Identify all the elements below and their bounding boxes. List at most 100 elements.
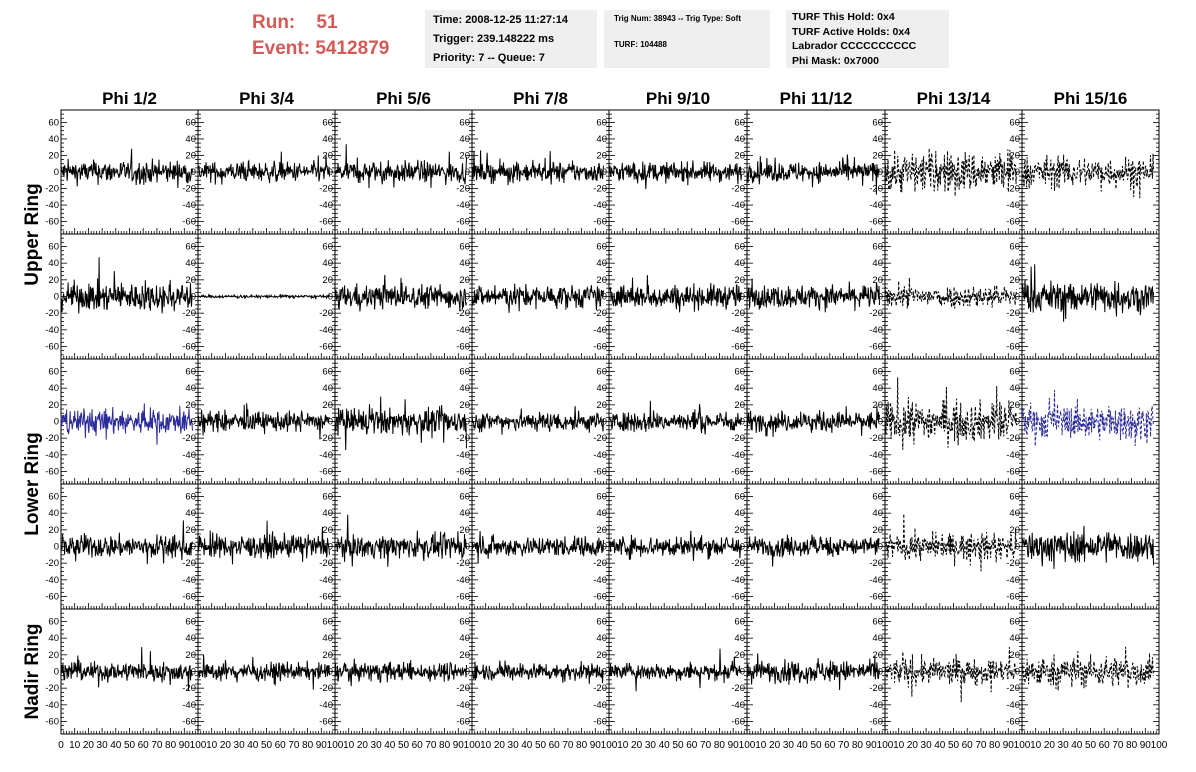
y-tick-label: -40	[593, 700, 607, 711]
turf-active-holds-text: TURF Active Holds: 0x4	[792, 25, 911, 38]
x-tick-label: 90	[866, 740, 878, 751]
x-tick-label: 40	[1071, 740, 1083, 751]
y-tick-label: 40	[1009, 134, 1020, 145]
waveform-trace	[608, 530, 742, 561]
y-tick-label: 20	[459, 150, 470, 161]
waveform-panel: -60 -40 -20 0 20 40 60	[45, 483, 199, 610]
panel-frame	[1021, 233, 1160, 360]
y-tick-label: 20	[322, 275, 333, 286]
y-tick-label: -40	[731, 200, 745, 211]
y-tick-label: 40	[185, 508, 196, 519]
y-tick-label: -20	[731, 683, 745, 694]
y-tick-label: 60	[459, 492, 470, 503]
waveform-trace	[608, 648, 742, 692]
x-tick-label: 70	[425, 740, 437, 751]
y-tick-label: -20	[593, 433, 607, 444]
y-tick-label: -20	[319, 308, 333, 319]
y-tick-label: 40	[185, 633, 196, 644]
event-label: Event:	[252, 38, 311, 59]
x-tick-label: 40	[384, 740, 396, 751]
y-tick-label: -20	[319, 558, 333, 569]
y-tick-label: -60	[593, 717, 607, 728]
column-header: Phi 7/8	[513, 89, 568, 108]
turf-text: TURF: 104488	[614, 40, 667, 49]
y-tick-label: 0	[1015, 667, 1020, 678]
x-tick-label: 30	[97, 740, 109, 751]
x-tick-label: 100	[190, 740, 207, 751]
x-tick-label: 90	[1140, 740, 1152, 751]
y-tick-label: -60	[319, 717, 333, 728]
time-info-box: Time: 2008-12-25 11:27:14 Trigger: 239.1…	[425, 10, 597, 68]
y-tick-label: 0	[465, 417, 470, 428]
y-tick-label: 40	[185, 258, 196, 269]
y-tick-label: 60	[734, 492, 745, 503]
y-tick-label: 60	[734, 242, 745, 253]
y-tick-label: 60	[185, 242, 196, 253]
x-tick-label: 60	[824, 740, 836, 751]
waveform-panel: -60 -40 -20 0 20 40 60	[593, 358, 748, 485]
x-tick-label: 100	[877, 740, 894, 751]
x-tick-label: 80	[714, 740, 726, 751]
y-tick-label: 40	[734, 383, 745, 394]
y-tick-label: 40	[322, 258, 333, 269]
y-tick-label: 60	[459, 117, 470, 128]
waveform-panel: -60 -40 -20 0 20 40 60	[319, 233, 473, 360]
y-tick-label: -60	[182, 717, 196, 728]
waveform-trace	[334, 396, 467, 451]
y-tick-label: 40	[1009, 258, 1020, 269]
x-tick-label: 10	[69, 740, 81, 751]
y-tick-label: 40	[459, 633, 470, 644]
y-tick-label: 20	[48, 650, 59, 661]
y-tick-label: 20	[322, 525, 333, 536]
x-tick-label: 80	[576, 740, 588, 751]
y-tick-label: 20	[185, 150, 196, 161]
y-tick-label: 60	[596, 617, 607, 628]
waveform-panel: -60 -40 -20 0 20 40 60	[731, 109, 886, 235]
y-tick-label: 20	[596, 275, 607, 286]
waveform-panel: -60 -40 -20 0 20 40 60	[182, 109, 336, 235]
labrador-text: Labrador CCCCCCCCCC	[792, 40, 917, 52]
y-tick-label: 20	[734, 400, 745, 411]
y-tick-label: -20	[593, 683, 607, 694]
y-tick-label: 0	[602, 542, 607, 553]
waveform-trace	[471, 150, 604, 186]
y-tick-label: 20	[322, 150, 333, 161]
x-tick-label: 90	[590, 740, 602, 751]
waveform-panel: -60 -40 -20 0 20 40 60	[456, 358, 610, 485]
y-tick-label: 60	[872, 242, 883, 253]
y-tick-label: 60	[459, 367, 470, 378]
y-tick-label: -60	[45, 592, 59, 603]
y-tick-label: 60	[1009, 492, 1020, 503]
x-tick-label: 40	[659, 740, 671, 751]
y-tick-label: 20	[48, 525, 59, 536]
y-tick-label: -60	[45, 217, 59, 228]
x-tick-label: 40	[521, 740, 533, 751]
x-tick-label: 60	[549, 740, 561, 751]
y-tick-label: 60	[459, 242, 470, 253]
y-tick-label: 40	[596, 633, 607, 644]
y-tick-label: 40	[48, 508, 59, 519]
y-tick-label: 40	[872, 383, 883, 394]
y-tick-label: 0	[1015, 292, 1020, 303]
waveform-trace	[884, 513, 1017, 572]
y-tick-label: 60	[48, 117, 59, 128]
waveform-trace	[884, 377, 1017, 450]
y-tick-label: 60	[322, 117, 333, 128]
x-tick-label: 20	[220, 740, 232, 751]
y-tick-label: -60	[1006, 217, 1020, 228]
waveform-panel: -60 -40 -20 0 20 40 60	[45, 608, 199, 735]
y-tick-label: -40	[182, 450, 196, 461]
x-tick-label: 90	[728, 740, 740, 751]
y-tick-label: -40	[45, 200, 59, 211]
y-tick-label: 60	[185, 492, 196, 503]
y-tick-label: 60	[1009, 117, 1020, 128]
y-tick-label: 60	[1009, 242, 1020, 253]
y-tick-label: -40	[1006, 325, 1020, 336]
y-tick-label: -60	[593, 467, 607, 478]
waveform-trace	[471, 660, 604, 684]
y-tick-label: -60	[182, 467, 196, 478]
y-tick-label: 20	[1009, 525, 1020, 536]
y-tick-label: -60	[182, 592, 196, 603]
y-tick-label: 0	[1015, 167, 1020, 178]
y-tick-label: -20	[593, 308, 607, 319]
